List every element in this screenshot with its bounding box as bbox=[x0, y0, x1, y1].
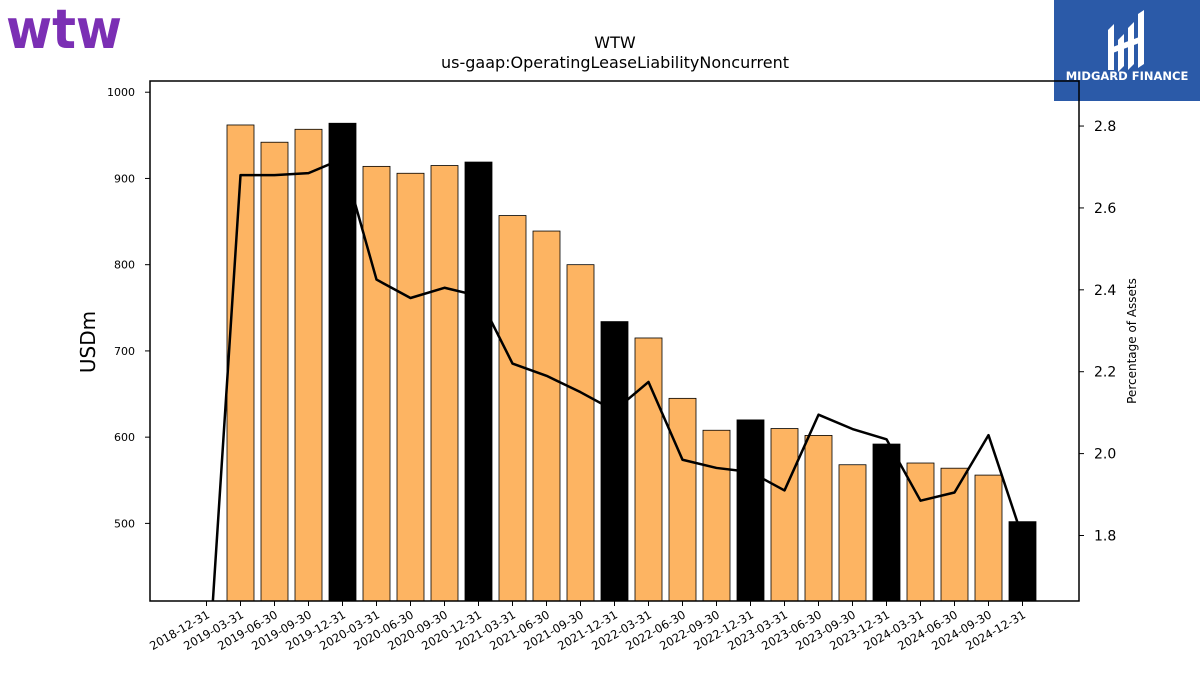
chart-subtitle: us-gaap:OperatingLeaseLiabilityNoncurren… bbox=[441, 53, 789, 72]
badge-text: MIDGARD FINANCE bbox=[1066, 69, 1189, 83]
percentage-of-assets-line bbox=[211, 157, 1024, 601]
bar-2020-12-31 bbox=[464, 161, 493, 602]
bar-2019-03-31 bbox=[226, 124, 255, 602]
bar-2020-09-30 bbox=[430, 165, 459, 602]
y-tick-label: 1000 bbox=[107, 86, 135, 99]
bar-2019-06-30 bbox=[260, 141, 289, 602]
y2-tick-label: 1.8 bbox=[1094, 528, 1116, 544]
bar-2024-06-30 bbox=[940, 467, 969, 602]
chart-title: WTW bbox=[594, 33, 636, 52]
bar-2020-06-30 bbox=[396, 172, 425, 602]
bar-2022-03-31 bbox=[634, 337, 663, 602]
x-axis: 2018-12-312019-03-312019-06-302019-09-30… bbox=[147, 601, 1028, 653]
bar-2021-09-30 bbox=[566, 264, 595, 602]
bar-2021-06-30 bbox=[532, 230, 561, 602]
bar-2023-03-31 bbox=[770, 428, 799, 602]
bar-2019-09-30 bbox=[294, 128, 323, 602]
bar-2020-03-31 bbox=[362, 165, 391, 602]
bar-2024-09-30 bbox=[974, 474, 1003, 602]
bar-2024-12-31 bbox=[1008, 521, 1037, 602]
bars-layer bbox=[226, 122, 1037, 602]
line-layer bbox=[211, 157, 1024, 601]
y2-tick-label: 2.4 bbox=[1094, 283, 1116, 299]
y-tick-label: 600 bbox=[114, 431, 135, 444]
y2-tick-label: 2.8 bbox=[1094, 119, 1116, 135]
company-logo-text: wtw bbox=[6, 4, 122, 52]
left-y-axis: 500 600 700 800 900 1000 bbox=[107, 86, 150, 530]
bar-2022-12-31 bbox=[736, 419, 765, 602]
y-tick-label: 700 bbox=[114, 345, 135, 358]
y-tick-label: 500 bbox=[114, 517, 135, 530]
bar-2019-12-31 bbox=[328, 122, 357, 602]
bar-2023-06-30 bbox=[804, 435, 833, 602]
y2-tick-label: 2.2 bbox=[1094, 365, 1116, 381]
midgard-finance-badge: MIDGARD FINANCE bbox=[1054, 0, 1200, 101]
y-axis-label: USDm bbox=[76, 311, 100, 373]
midgard-logo-icon: MIDGARD FINANCE bbox=[1066, 10, 1189, 83]
y-tick-label: 900 bbox=[114, 172, 135, 185]
bar-2023-09-30 bbox=[838, 464, 867, 602]
bar-2023-12-31 bbox=[872, 443, 901, 602]
bar-2021-12-31 bbox=[600, 321, 629, 602]
y2-axis-label: Percentage of Assets bbox=[1125, 278, 1139, 404]
bar-2022-06-30 bbox=[668, 397, 697, 602]
y2-tick-label: 2.6 bbox=[1094, 201, 1116, 217]
bar-2021-03-31 bbox=[498, 215, 527, 602]
y-tick-label: 800 bbox=[114, 259, 135, 272]
right-y-axis: 1.8 2.0 2.2 2.4 2.6 2.8 bbox=[1079, 119, 1116, 544]
y2-tick-label: 2.0 bbox=[1094, 447, 1116, 463]
bar-2022-09-30 bbox=[702, 429, 731, 602]
company-logo: wtw bbox=[6, 4, 122, 52]
